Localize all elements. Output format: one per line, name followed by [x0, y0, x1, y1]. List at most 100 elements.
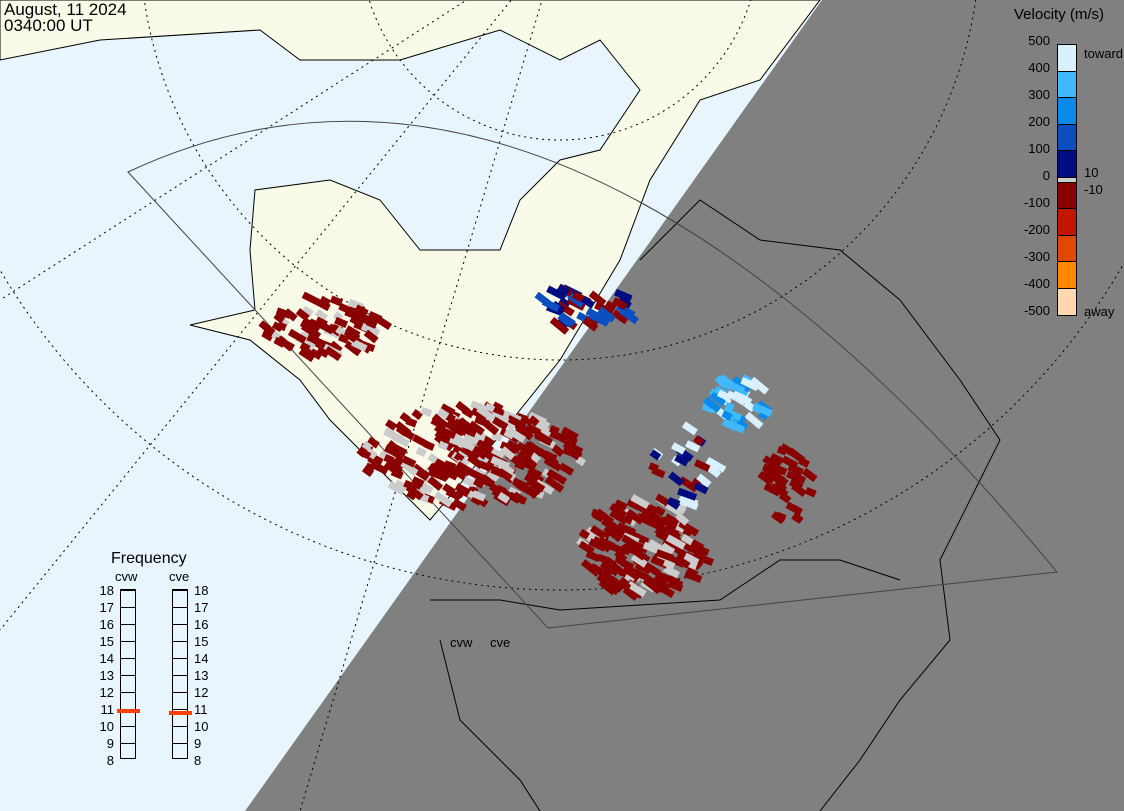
velocity-tick: -400	[1023, 276, 1050, 291]
echo-cell	[649, 449, 662, 461]
echo-cell	[387, 481, 406, 496]
echo-cell	[618, 307, 639, 325]
echo-cell	[749, 376, 770, 395]
echo-cell	[457, 417, 476, 434]
colorbar-segment	[1058, 288, 1076, 315]
echo-cell	[549, 316, 570, 335]
echo-cell	[516, 481, 533, 496]
echo-cell	[596, 573, 616, 590]
colorbar-segment	[1058, 177, 1076, 183]
echo-cell	[451, 498, 467, 512]
echo-cell	[611, 309, 629, 325]
echo-cell	[401, 455, 417, 468]
toward-label: toward	[1084, 46, 1124, 61]
echo-cell	[427, 476, 444, 491]
echo-cell	[472, 477, 485, 489]
echo-cell	[361, 440, 373, 451]
echo-cell	[437, 440, 449, 451]
echo-cell	[705, 456, 727, 473]
echo-cell	[621, 534, 640, 550]
echo-cell	[717, 389, 731, 402]
echo-cell	[515, 412, 534, 426]
frequency-tick: 10	[194, 719, 209, 734]
echo-cell	[411, 408, 423, 420]
echo-cell	[578, 540, 595, 555]
echo-cell	[405, 417, 418, 428]
echo-cell	[578, 528, 590, 540]
echo-cell	[344, 340, 362, 357]
frequency-tick: 17	[194, 600, 209, 615]
echo-cell	[721, 410, 733, 421]
echo-cell	[599, 560, 620, 577]
echo-cell	[486, 469, 500, 483]
frequency-tick: 13	[99, 668, 114, 683]
velocity-tick: -500	[1023, 303, 1050, 318]
frequency-tick: 15	[99, 634, 114, 649]
radar-fov-outline	[127, 120, 1058, 629]
echo-cell	[543, 450, 558, 463]
echo-cell	[654, 505, 666, 517]
velocity-tick: 0	[1042, 168, 1050, 183]
echo-cell	[431, 413, 449, 430]
frequency-tick: 16	[99, 617, 114, 632]
echo-cell	[546, 285, 567, 301]
radar-name-cvw: cvw	[115, 569, 138, 584]
echo-cell	[305, 345, 323, 360]
echo-cell	[329, 295, 343, 307]
echo-cell	[354, 304, 369, 317]
echo-cell	[761, 463, 783, 478]
echo-cell	[640, 508, 654, 520]
echo-cell	[671, 442, 686, 455]
frequency-tick: 14	[194, 651, 209, 666]
echo-cell	[593, 313, 605, 325]
echo-cell	[344, 325, 361, 339]
echo-cell	[689, 543, 707, 559]
echo-cell	[301, 305, 314, 317]
echo-cell	[582, 317, 599, 332]
echo-cell	[612, 297, 628, 311]
echo-cell	[662, 565, 680, 579]
echo-cell	[614, 499, 628, 511]
echo-cell	[667, 497, 681, 508]
echo-cell	[420, 406, 433, 417]
echo-cell	[500, 446, 516, 461]
echo-cell	[390, 432, 411, 448]
echo-cell	[394, 479, 408, 491]
echo-cell	[562, 440, 584, 456]
echo-cell	[630, 494, 650, 510]
echo-cell	[415, 468, 430, 482]
echo-cell	[631, 547, 647, 561]
colorbar-segment	[1058, 235, 1076, 262]
echo-cell	[694, 459, 711, 472]
echo-cell	[367, 310, 383, 323]
echo-cell	[619, 580, 632, 592]
echo-cell	[651, 466, 666, 479]
echo-cell	[662, 524, 681, 541]
echo-cell	[474, 431, 487, 442]
echo-cell	[677, 487, 698, 501]
echo-cell	[598, 569, 619, 587]
echo-cell	[477, 475, 496, 488]
echo-cell	[455, 461, 474, 476]
echo-cell	[403, 429, 416, 441]
echo-cell	[680, 533, 694, 546]
echo-cell	[476, 442, 491, 456]
echo-cell	[359, 448, 372, 460]
radar-label-cve: cve	[490, 635, 510, 650]
echo-cell	[462, 433, 482, 447]
echo-cell	[769, 452, 784, 465]
echo-cell	[744, 411, 764, 430]
echo-cell	[454, 488, 466, 499]
echo-cell	[692, 435, 705, 447]
echo-cell	[529, 468, 543, 479]
echo-cell	[693, 482, 709, 495]
echo-cell	[467, 454, 484, 470]
echo-cell	[704, 397, 722, 414]
echo-cell	[546, 457, 559, 469]
echo-cell	[526, 477, 546, 493]
echo-cell	[683, 552, 700, 566]
echo-cell	[731, 375, 752, 393]
echo-cell	[546, 468, 568, 485]
frequency-tick: 18	[99, 583, 114, 598]
echo-cell	[385, 419, 398, 431]
